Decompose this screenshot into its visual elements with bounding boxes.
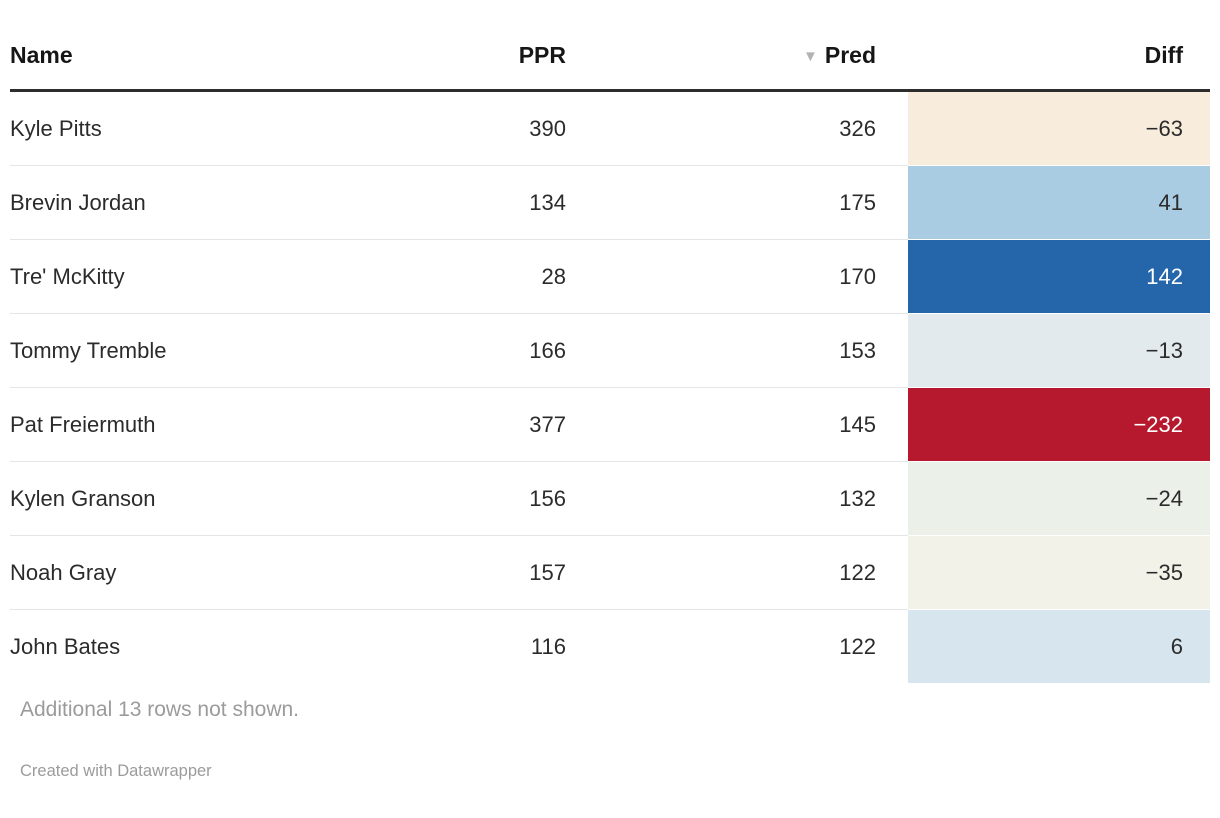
column-header-pred-label: Pred [824, 42, 876, 68]
column-header-ppr[interactable]: PPR [418, 0, 580, 92]
cell-ppr: 157 [418, 535, 580, 609]
cell-name: John Bates [10, 609, 418, 683]
data-table: Name PPR ▼ Pred Diff Kyle Pitts 390 326 −63 B… [10, 0, 1210, 683]
column-header-name-label: Name [10, 42, 73, 68]
cell-pred: 122 [580, 535, 908, 609]
table-row: Brevin Jordan 134 175 41 [10, 165, 1210, 239]
table-row: Pat Freiermuth 377 145 −232 [10, 387, 1210, 461]
cell-ppr: 116 [418, 609, 580, 683]
table-body: Kyle Pitts 390 326 −63 Brevin Jordan 134 175 41… [10, 92, 1210, 683]
datawrapper-table: Name PPR ▼ Pred Diff Kyle Pitts 390 326 −63 B… [10, 0, 1210, 780]
table-row: Tre' McKitty 28 170 142 [10, 239, 1210, 313]
table-header: Name PPR ▼ Pred Diff [10, 0, 1210, 92]
table-row: John Bates 116 122 6 [10, 609, 1210, 683]
cell-diff: −232 [908, 387, 1210, 461]
cell-ppr: 134 [418, 165, 580, 239]
table-row: Noah Gray 157 122 −35 [10, 535, 1210, 609]
column-header-ppr-label: PPR [518, 42, 566, 68]
cell-name: Kyle Pitts [10, 115, 102, 141]
cell-ppr: 28 [418, 239, 580, 313]
sort-descending-icon: ▼ [803, 48, 818, 65]
table-row: Kylen Granson 156 132 −24 [10, 461, 1210, 535]
cell-ppr: 166 [418, 313, 580, 387]
cell-diff: −63 [908, 92, 1210, 165]
column-header-name[interactable]: Name [10, 0, 418, 92]
cell-name: Tre' McKitty [10, 239, 418, 313]
table-row: Tommy Tremble 166 153 −13 [10, 313, 1210, 387]
cell-diff: −24 [908, 461, 1210, 535]
cell-name: Kylen Granson [10, 461, 418, 535]
column-header-diff[interactable]: Diff [908, 0, 1210, 92]
cell-pred: 326 [839, 115, 876, 141]
cell-pred: 170 [580, 239, 908, 313]
rows-not-shown-note: Additional 13 rows not shown. [20, 698, 299, 721]
cell-pred: 122 [580, 609, 908, 683]
cell-name: Noah Gray [10, 535, 418, 609]
table-row: Kyle Pitts 390 326 −63 [10, 92, 1210, 165]
column-header-pred[interactable]: ▼ Pred [580, 0, 908, 92]
cell-ppr: 377 [418, 387, 580, 461]
cell-ppr: 156 [418, 461, 580, 535]
cell-diff: −13 [908, 313, 1210, 387]
cell-pred: 175 [580, 165, 908, 239]
cell-name: Pat Freiermuth [10, 387, 418, 461]
cell-pred: 153 [580, 313, 908, 387]
cell-diff: 142 [908, 239, 1210, 313]
datawrapper-attribution: Created with Datawrapper [20, 762, 212, 780]
cell-pred: 132 [580, 461, 908, 535]
cell-diff: 6 [908, 609, 1210, 683]
cell-diff: 41 [908, 165, 1210, 239]
cell-name: Brevin Jordan [10, 165, 418, 239]
column-header-diff-label: Diff [1144, 42, 1183, 68]
cell-ppr: 390 [529, 115, 566, 141]
cell-pred: 145 [580, 387, 908, 461]
cell-name: Tommy Tremble [10, 313, 418, 387]
cell-diff: −35 [908, 535, 1210, 609]
